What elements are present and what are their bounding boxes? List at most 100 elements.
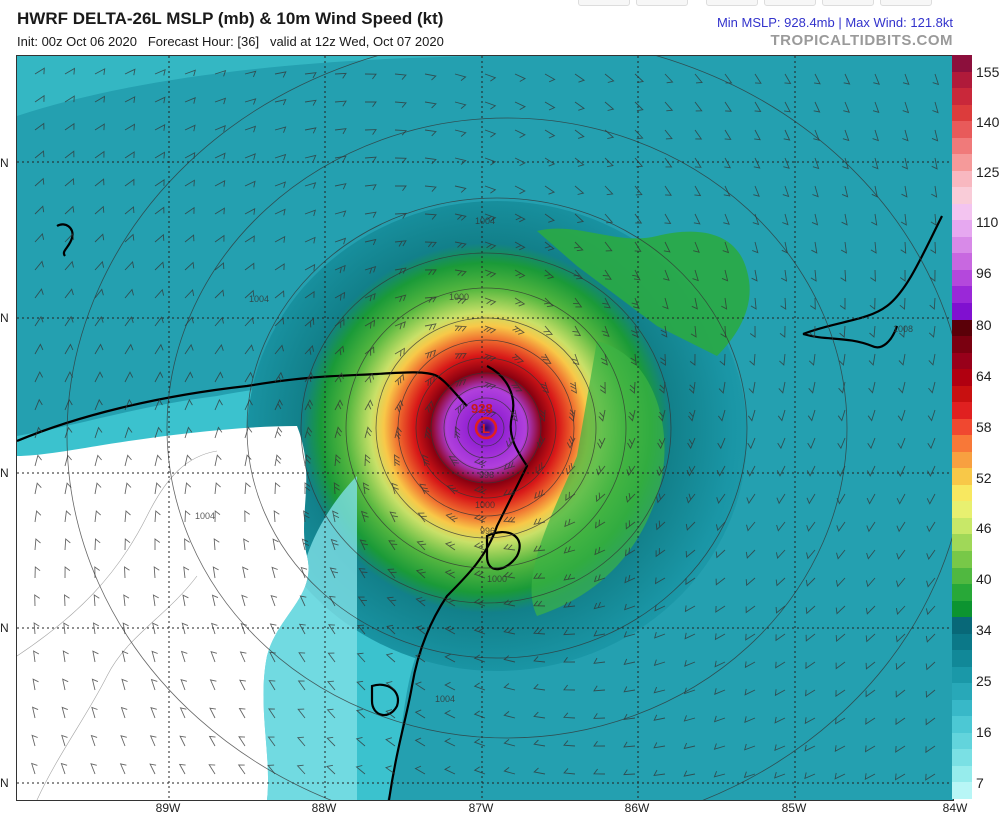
wind-barb — [333, 482, 340, 495]
wind-barb — [807, 437, 816, 450]
wind-barb — [604, 157, 614, 168]
wind-barb — [658, 409, 666, 422]
wind-barb — [298, 652, 306, 663]
wind-barb — [208, 735, 216, 747]
wind-barb — [304, 209, 316, 217]
isobar-label: 1000 — [449, 292, 469, 302]
wind-barb — [154, 96, 166, 104]
wind-barb — [927, 437, 936, 450]
wind-barb — [211, 594, 219, 607]
wind-barb — [454, 325, 467, 332]
wind-barb — [214, 371, 224, 383]
colorbar-segment — [952, 435, 972, 453]
toolbar-button[interactable] — [822, 0, 874, 6]
isobar-label: 1000 — [475, 500, 495, 510]
wind-barb — [655, 520, 666, 531]
wind-barb — [332, 510, 340, 523]
wind-barb — [269, 651, 276, 663]
wind-barb — [752, 213, 760, 226]
wind-barb — [897, 437, 906, 450]
wind-barb — [274, 371, 284, 383]
wind-barb — [775, 605, 786, 614]
lat-label: N — [0, 156, 9, 170]
wind-barb — [634, 213, 643, 224]
wind-barb — [424, 323, 437, 331]
wind-barb — [154, 261, 165, 271]
wind-barb — [424, 241, 437, 248]
wind-barb — [364, 372, 375, 383]
wind-barb — [64, 260, 74, 271]
wind-barb — [63, 622, 70, 635]
wind-barb — [94, 343, 104, 355]
wind-barb — [629, 381, 636, 394]
wind-barb — [448, 455, 459, 467]
wind-barb — [385, 681, 396, 691]
wind-barb — [806, 549, 816, 560]
wind-barb — [94, 178, 105, 187]
wind-barb — [805, 605, 816, 615]
wind-barb — [625, 520, 636, 530]
wind-barb — [334, 183, 347, 190]
wind-barb — [184, 482, 192, 495]
wind-barb — [424, 269, 437, 276]
wind-barb — [214, 482, 221, 495]
wind-barb — [385, 765, 396, 775]
wind-barb — [154, 371, 164, 383]
wind-barb — [753, 185, 760, 197]
wind-barb — [929, 297, 936, 310]
wind-barb — [724, 73, 733, 84]
wind-barb — [574, 73, 586, 83]
wind-barb — [654, 577, 666, 585]
wind-barb — [715, 605, 726, 613]
wind-barb — [716, 493, 726, 504]
toolbar-button[interactable] — [578, 0, 630, 6]
wind-barb — [514, 73, 526, 82]
colorbar-segment — [952, 253, 972, 271]
wind-barb — [154, 398, 163, 411]
graticule — [17, 56, 953, 800]
wind-barb — [865, 605, 876, 615]
wind-map[interactable]: 1004 1000 996 1004 1004 1000 996 1004 10… — [16, 55, 954, 801]
wind-barb — [454, 157, 467, 165]
colorbar-segment — [952, 600, 972, 618]
wind-barb — [634, 241, 642, 252]
wind-barb — [355, 708, 366, 719]
wind-barb — [484, 73, 497, 82]
wind-barb — [124, 454, 132, 467]
wind-barb — [473, 738, 486, 747]
wind-barb — [364, 238, 377, 246]
wind-barb — [748, 381, 756, 394]
wind-barb — [244, 235, 255, 243]
wind-barb — [90, 734, 98, 747]
wind-barb — [806, 521, 816, 532]
toolbar-button[interactable] — [636, 0, 688, 6]
wind-barb — [869, 325, 876, 338]
wind-barb — [868, 381, 876, 394]
wind-barb — [326, 680, 336, 691]
toolbar-button[interactable] — [764, 0, 816, 6]
wind-barb — [184, 179, 195, 187]
wind-barb — [364, 156, 377, 163]
toolbar-button[interactable] — [706, 0, 758, 6]
wind-barb — [776, 493, 786, 505]
wind-barb — [154, 288, 165, 299]
wind-barb — [782, 185, 790, 198]
wind-barb — [304, 482, 311, 494]
wind-barb — [304, 399, 313, 411]
toolbar-button[interactable] — [880, 0, 932, 6]
wind-barb — [213, 538, 220, 551]
wind-barb — [94, 316, 104, 327]
wind-barb — [895, 605, 906, 615]
wind-barb — [563, 656, 576, 663]
wind-barb — [929, 269, 936, 282]
wind-barb — [152, 594, 159, 607]
colorbar-segment — [952, 749, 972, 767]
wind-barb — [533, 767, 546, 775]
wind-barb — [484, 185, 497, 194]
wind-barb — [94, 510, 102, 523]
wind-barb — [334, 264, 346, 274]
wind-barb — [274, 426, 283, 439]
wind-barb — [683, 715, 696, 722]
wind-barb — [124, 482, 132, 495]
wind-barb — [634, 129, 644, 140]
